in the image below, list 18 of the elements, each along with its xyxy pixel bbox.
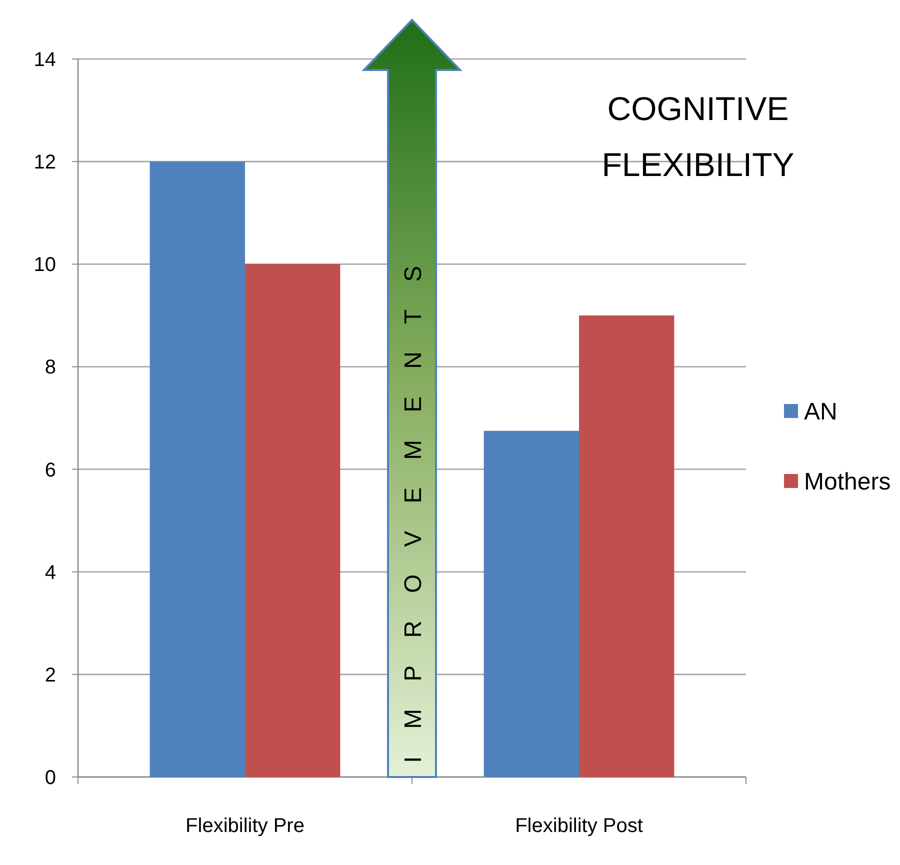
y-tick-label: 12	[34, 152, 56, 174]
y-tick-label: 0	[44, 767, 56, 789]
bar	[245, 264, 340, 777]
y-tick-label: 14	[34, 49, 56, 71]
annotation: IMPROVEMENTS	[400, 238, 427, 763]
y-tick-label: 4	[44, 562, 56, 584]
y-tick-label: 8	[44, 356, 56, 379]
y-tick-label: 10	[34, 254, 56, 276]
bar	[579, 315, 674, 777]
bar	[484, 430, 579, 777]
x-tick-label: Flexibility Pre	[186, 815, 304, 837]
y-tick-label: 2	[44, 664, 56, 686]
legend-label: AN	[804, 398, 838, 426]
bar	[150, 162, 245, 777]
x-tick-label: Flexibility Post	[515, 815, 644, 837]
legend-label: Mothers	[804, 468, 891, 496]
y-tick-label: 6	[44, 459, 56, 482]
text: COGNITIVE FLEXIBILITY	[602, 90, 794, 183]
